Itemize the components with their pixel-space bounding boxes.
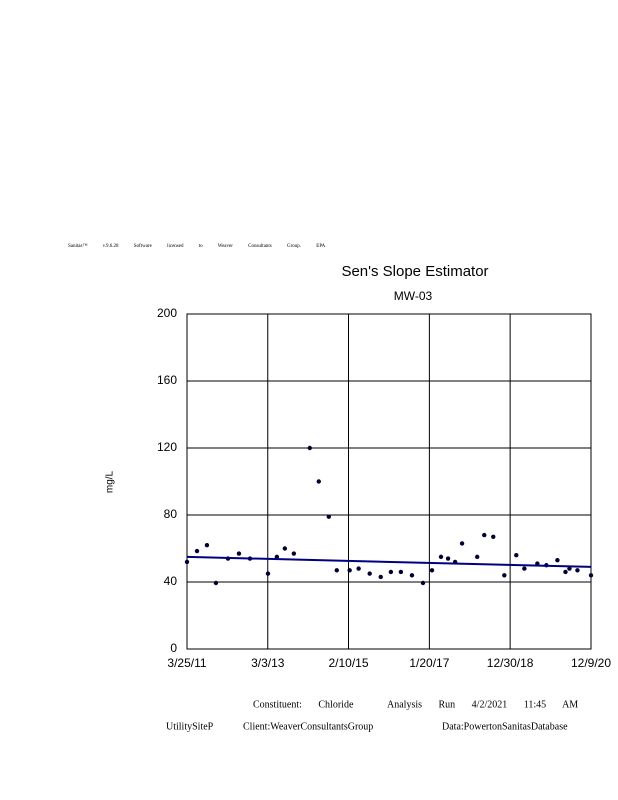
data-point — [420, 580, 426, 586]
data-point — [522, 566, 527, 571]
data-point — [514, 553, 519, 558]
data-point — [567, 566, 572, 571]
chart-title: Sen's Slope Estimator — [341, 263, 488, 280]
footer-text: Analysis Run 4/2/2021 11:45 AM — [387, 699, 578, 710]
x-tick-label: 3/3/13 — [251, 656, 285, 670]
data-point — [236, 551, 242, 556]
x-tick-label: 1/20/17 — [409, 656, 449, 670]
footer-text: UtilitySiteP — [166, 721, 214, 732]
data-point — [398, 569, 404, 575]
data-point — [502, 573, 507, 578]
header: Sanitas™ v.9.6.28 Software licensed to W… — [68, 243, 326, 249]
data-point — [204, 542, 210, 548]
data-point — [184, 559, 190, 565]
data-point — [563, 569, 568, 575]
y-axis-label: mg/L — [105, 470, 116, 493]
data-point — [367, 571, 372, 576]
footer-text: Data:PowertonSanitasDatabase — [442, 721, 568, 732]
data-point — [445, 556, 451, 561]
data-point — [316, 479, 321, 484]
data-point — [555, 558, 560, 563]
y-tick-label: 40 — [164, 574, 178, 588]
y-tick-label: 80 — [164, 507, 178, 521]
data-point — [291, 551, 297, 556]
data-point — [334, 568, 339, 573]
data-point — [588, 573, 594, 578]
data-point — [459, 541, 465, 546]
data-point — [438, 554, 444, 560]
plot-frame — [186, 313, 592, 650]
footer-text: Client:WeaverConsultantsGroup — [243, 721, 373, 732]
data-point — [475, 554, 480, 560]
chart-subtitle: MW-03 — [394, 289, 433, 303]
data-point — [274, 554, 280, 560]
data-point — [265, 571, 271, 576]
footer-text: Constituent: Chloride — [253, 699, 354, 710]
data-point — [326, 514, 332, 519]
data-point — [575, 568, 580, 573]
data-point — [388, 569, 394, 575]
data-point — [429, 568, 435, 573]
x-tick-label: 2/10/15 — [328, 656, 368, 670]
trend-line — [186, 555, 592, 568]
x-tick-label: 12/30/18 — [487, 656, 534, 670]
data-point — [482, 532, 487, 538]
data-point — [282, 546, 288, 551]
x-tick-label: 12/9/20 — [571, 656, 611, 670]
data-point — [356, 566, 361, 571]
data-point — [213, 580, 219, 586]
data-point — [347, 568, 352, 573]
data-point — [378, 574, 383, 580]
y-tick-label: 200 — [157, 306, 177, 320]
data-point — [307, 445, 312, 451]
data-point — [194, 548, 200, 554]
y-tick-label: 160 — [157, 373, 177, 387]
y-tick-label: 0 — [170, 641, 177, 655]
x-tick-label: 3/25/11 — [167, 656, 206, 670]
data-point — [491, 534, 496, 539]
y-tick-label: 120 — [157, 440, 177, 454]
data-point — [409, 573, 415, 578]
